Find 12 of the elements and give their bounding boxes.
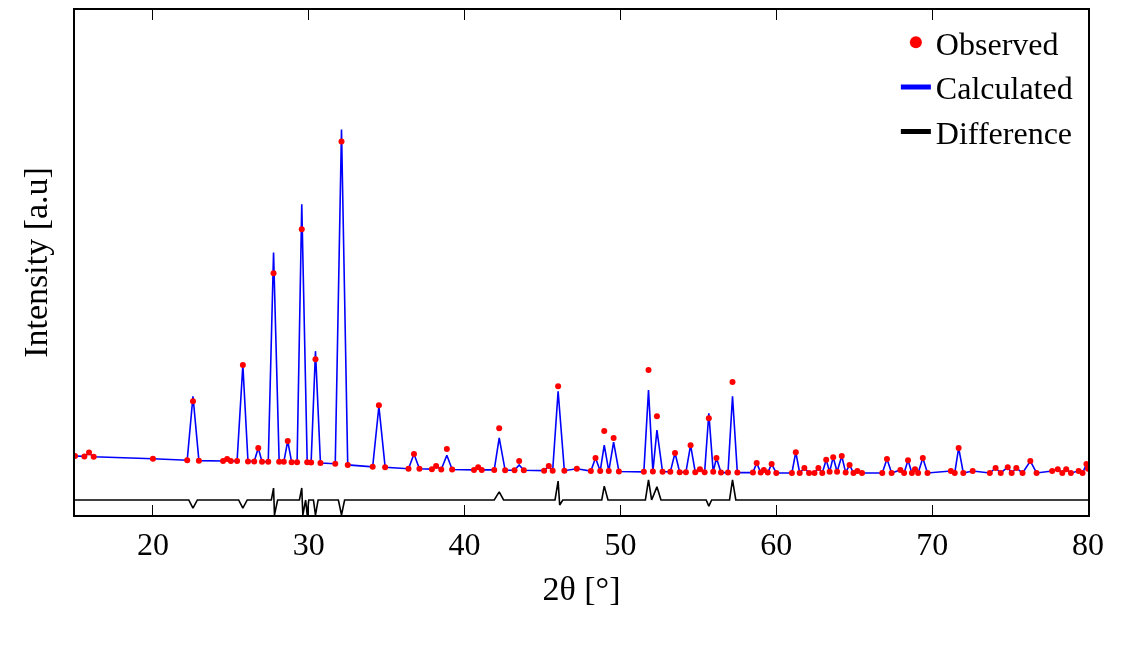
- x-tick-label: 80: [1072, 526, 1104, 563]
- legend-label: Difference: [935, 115, 1073, 152]
- x-axis-title: 2θ [°]: [542, 570, 621, 608]
- legend-label: Calculated: [935, 70, 1073, 107]
- x-tick-label: 30: [292, 526, 325, 563]
- x-tick-label: 20: [136, 526, 169, 563]
- x-tick-label: 40: [448, 526, 481, 563]
- x-tick-label: 60: [760, 526, 793, 563]
- x-tick-label: 50: [604, 526, 637, 563]
- legend-label: Observed: [935, 25, 1059, 62]
- y-axis-title: Intensity [a.u]: [17, 167, 55, 358]
- x-tick-label: 70: [916, 526, 949, 563]
